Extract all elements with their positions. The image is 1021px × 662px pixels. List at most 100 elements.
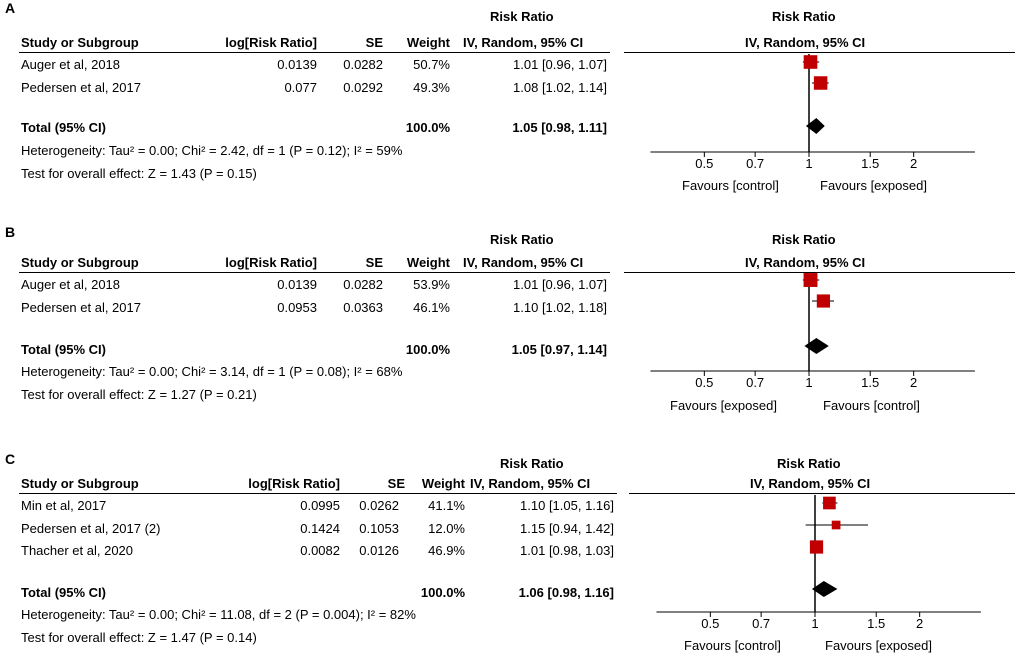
study-name: Thacher et al, 2020 [21,543,134,558]
plot-header-top: Risk Ratio [777,456,841,471]
x-tick-label: 0.5 [695,375,713,390]
logrr-value: 0.1424 [300,521,340,536]
logrr-value: 0.0139 [277,57,317,72]
panel-label: B [5,224,16,240]
overall-effect-text: Test for overall effect: Z = 1.43 (P = 0… [21,166,257,181]
pooled-diamond [804,338,829,354]
ci-value: 1.08 [1.02, 1.14] [513,80,607,95]
header-rule [19,272,610,273]
heterogeneity-text: Heterogeneity: Tau² = 0.00; Chi² = 3.14,… [21,364,403,379]
study-name: Min et al, 2017 [21,498,107,513]
col-header-ci: IV, Random, 95% CI [463,35,584,50]
weight-value: 41.1% [428,498,465,513]
col-header-logrr: log[Risk Ratio] [248,476,340,491]
col-header-weight: Weight [421,476,465,491]
x-tick-label: 0.7 [752,616,770,631]
total-weight: 100.0% [405,342,450,357]
overall-effect-text: Test for overall effect: Z = 1.27 (P = 0… [21,387,257,402]
total-label: Total (95% CI) [21,342,106,357]
pooled-diamond [811,581,838,597]
total-ci: 1.06 [0.98, 1.16] [518,585,614,600]
pooled-diamond [805,118,825,134]
se-value: 0.0282 [343,57,383,72]
x-tick-label: 1 [805,156,812,171]
x-tick-label: 1 [805,375,812,390]
study-name: Auger et al, 2018 [21,57,121,72]
study-name: Pedersen et al, 2017 [21,300,141,315]
weight-value: 12.0% [428,521,465,536]
se-value: 0.0292 [343,80,383,95]
se-value: 0.0262 [359,498,399,513]
plot-header-bottom: IV, Random, 95% CI [745,255,866,270]
x-tick-label: 2 [910,156,917,171]
weight-value: 46.1% [413,300,450,315]
x-tick-label: 2 [916,616,923,631]
se-value: 0.1053 [359,521,399,536]
logrr-value: 0.0139 [277,277,317,292]
x-tick-label: 1.5 [867,616,885,631]
col-header-se: SE [387,476,405,491]
plot-header-top: Risk Ratio [772,9,836,24]
risk-ratio-header-top: Risk Ratio [490,9,554,24]
plot-header-rule [624,272,1015,273]
x-tick-label: 2 [910,375,917,390]
header-rule [19,493,617,494]
weight-value: 46.9% [428,543,465,558]
plot-header-top: Risk Ratio [772,232,836,247]
col-header-study: Study or Subgroup [21,35,139,50]
logrr-value: 0.0082 [300,543,340,558]
col-header-study: Study or Subgroup [21,255,139,270]
study-marker [803,273,818,287]
plot-header-bottom: IV, Random, 95% CI [745,35,866,50]
se-value: 0.0126 [359,543,399,558]
panel-label: C [5,451,16,467]
study-marker [816,294,830,308]
ci-value: 1.01 [0.98, 1.03] [520,543,614,558]
x-tick-label: 0.7 [746,156,764,171]
study-marker [823,496,836,510]
risk-ratio-header-top: Risk Ratio [500,456,564,471]
x-tick-label: 0.5 [695,156,713,171]
favours-left: Favours [control] [682,178,779,193]
total-weight: 100.0% [405,120,450,135]
x-tick-label: 0.7 [746,375,764,390]
plot-header-bottom: IV, Random, 95% CI [750,476,871,491]
x-tick-label: 1.5 [861,375,879,390]
col-header-se: SE [365,35,383,50]
ci-value: 1.10 [1.05, 1.16] [520,498,614,513]
study-marker [831,520,841,530]
se-value: 0.0282 [343,277,383,292]
weight-value: 53.9% [413,277,450,292]
se-value: 0.0363 [343,300,383,315]
total-ci: 1.05 [0.98, 1.11] [512,120,607,135]
total-label: Total (95% CI) [21,585,106,600]
study-marker [803,55,818,69]
plot-header-rule [629,493,1015,494]
plot-header-rule [624,52,1015,53]
logrr-value: 0.077 [284,80,317,95]
favours-right: Favours [exposed] [825,638,932,653]
ci-value: 1.01 [0.96, 1.07] [513,277,607,292]
col-header-logrr: log[Risk Ratio] [225,255,317,270]
ci-value: 1.01 [0.96, 1.07] [513,57,607,72]
overall-effect-text: Test for overall effect: Z = 1.47 (P = 0… [21,630,257,645]
x-tick-label: 1.5 [861,156,879,171]
favours-left: Favours [exposed] [670,398,777,413]
total-ci: 1.05 [0.97, 1.14] [511,342,607,357]
panel-label: A [5,0,16,16]
logrr-value: 0.0953 [277,300,317,315]
col-header-weight: Weight [406,35,450,50]
col-header-study: Study or Subgroup [21,476,139,491]
x-tick-label: 1 [811,616,818,631]
total-weight: 100.0% [420,585,465,600]
col-header-ci: IV, Random, 95% CI [463,255,584,270]
weight-value: 50.7% [413,57,450,72]
col-header-logrr: log[Risk Ratio] [225,35,317,50]
logrr-value: 0.0995 [300,498,340,513]
x-tick-label: 0.5 [701,616,719,631]
study-marker [809,540,824,554]
ci-value: 1.15 [0.94, 1.42] [520,521,614,536]
favours-right: Favours [exposed] [820,178,927,193]
heterogeneity-text: Heterogeneity: Tau² = 0.00; Chi² = 2.42,… [21,143,403,158]
study-name: Pedersen et al, 2017 (2) [21,521,161,536]
